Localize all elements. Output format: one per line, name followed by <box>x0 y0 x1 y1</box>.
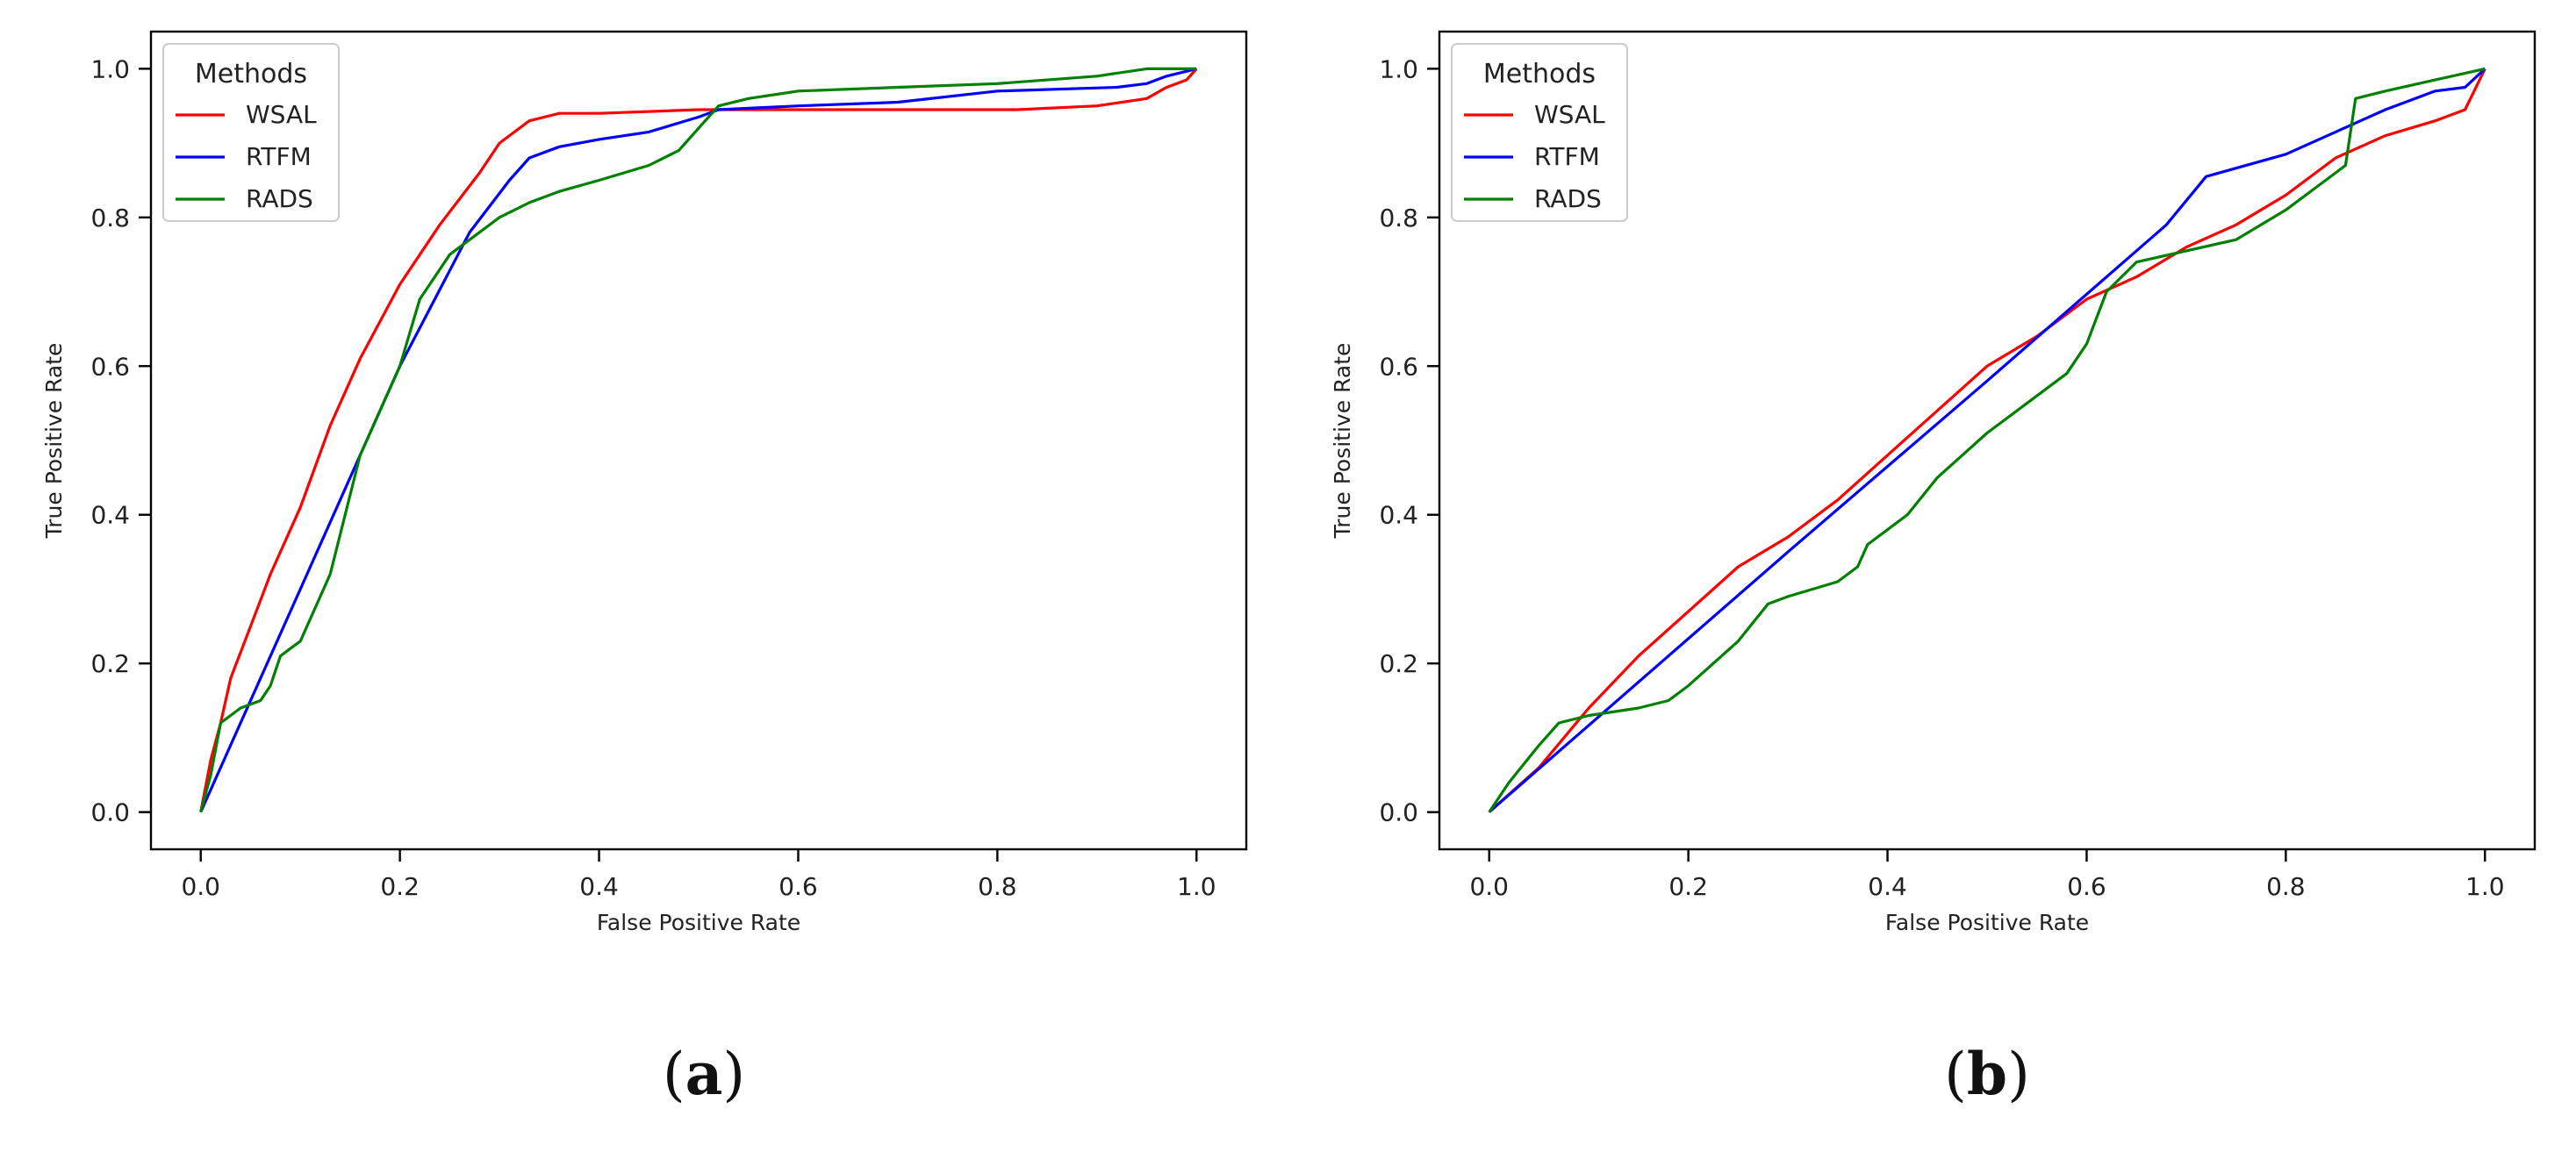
x-axis-label: False Positive Rate <box>1885 910 2089 935</box>
series-line-rtfm <box>1488 68 2486 813</box>
legend-label-rads: RADS <box>1534 184 1602 213</box>
x-tick-label: 0.0 <box>1469 872 1509 901</box>
y-tick-label: 0.6 <box>90 352 130 381</box>
y-tick-label: 0.4 <box>90 501 130 530</box>
series-line-wsal <box>1488 68 2486 813</box>
series-line-rads <box>199 67 1197 813</box>
x-tick-label: 0.2 <box>380 872 420 901</box>
y-tick-label: 0.8 <box>1379 204 1418 233</box>
y-tick-label: 1.0 <box>1379 54 1418 83</box>
y-axis-label: True Positive Rate <box>41 343 67 540</box>
caption-a-label: a <box>685 1040 723 1108</box>
series-line-rads <box>1488 67 2486 813</box>
legend-label-rtfm: RTFM <box>1534 142 1600 171</box>
y-tick-label: 0.4 <box>1379 501 1418 530</box>
caption-a: (a) <box>662 1040 746 1108</box>
y-tick-label: 0.8 <box>90 204 130 233</box>
x-tick-label: 0.6 <box>779 872 818 901</box>
x-tick-label: 0.4 <box>579 872 619 901</box>
legend-label-rads: RADS <box>246 184 313 213</box>
roc-chart-b: 0.0 0.2 0.4 0.6 0.8 1.0 0.0 0.2 0.4 0.6 0.8 1.0 Fals… <box>1330 30 2537 935</box>
chart-panel-b: 0.0 0.2 0.4 0.6 0.8 1.0 0.0 0.2 0.4 0.6 0.8 1.0 Fals… <box>1288 0 2576 1159</box>
x-tick-label: 0.8 <box>2266 872 2306 901</box>
y-tick-label: 0.0 <box>1379 798 1418 827</box>
plot-frame <box>149 30 1248 851</box>
y-tick-label: 1.0 <box>90 54 130 83</box>
plot-frame <box>1438 30 2537 851</box>
x-tick-label: 0.4 <box>1868 872 1907 901</box>
series-line-rtfm <box>199 67 1197 813</box>
x-tick-label: 1.0 <box>1177 872 1216 901</box>
legend-label-wsal: WSAL <box>246 100 317 129</box>
y-tick-label: 0.2 <box>1379 649 1418 678</box>
roc-chart-a: 0.0 0.2 0.4 0.6 0.8 1.0 0.0 0.2 0.4 0.6 0.8 1.0 Fals… <box>41 30 1248 935</box>
x-axis-label: False Positive Rate <box>597 910 800 935</box>
x-tick-label: 1.0 <box>2465 872 2505 901</box>
caption-b-label: b <box>1966 1040 2008 1108</box>
legend-box <box>162 43 340 222</box>
legend-title: Methods <box>1483 59 1596 89</box>
series-line-wsal <box>199 68 1198 812</box>
x-tick-label: 0.2 <box>1668 872 1708 901</box>
x-tick-label: 0.0 <box>181 872 220 901</box>
legend-title: Methods <box>195 59 307 89</box>
y-tick-label: 0.0 <box>90 798 130 827</box>
legend-label-wsal: WSAL <box>1534 100 1605 129</box>
y-tick-label: 0.6 <box>1379 352 1418 381</box>
legend-box <box>1451 43 1628 222</box>
x-tick-label: 0.8 <box>978 872 1017 901</box>
caption-b: (b) <box>1944 1040 2030 1108</box>
chart-panel-a: 0.0 0.2 0.4 0.6 0.8 1.0 0.0 0.2 0.4 0.6 0.8 1.0 Fals… <box>41 30 1248 1108</box>
y-axis-label: True Positive Rate <box>1330 343 1355 540</box>
y-tick-label: 0.2 <box>90 649 130 678</box>
legend-label-rtfm: RTFM <box>246 142 312 171</box>
x-tick-label: 0.6 <box>2067 872 2106 901</box>
